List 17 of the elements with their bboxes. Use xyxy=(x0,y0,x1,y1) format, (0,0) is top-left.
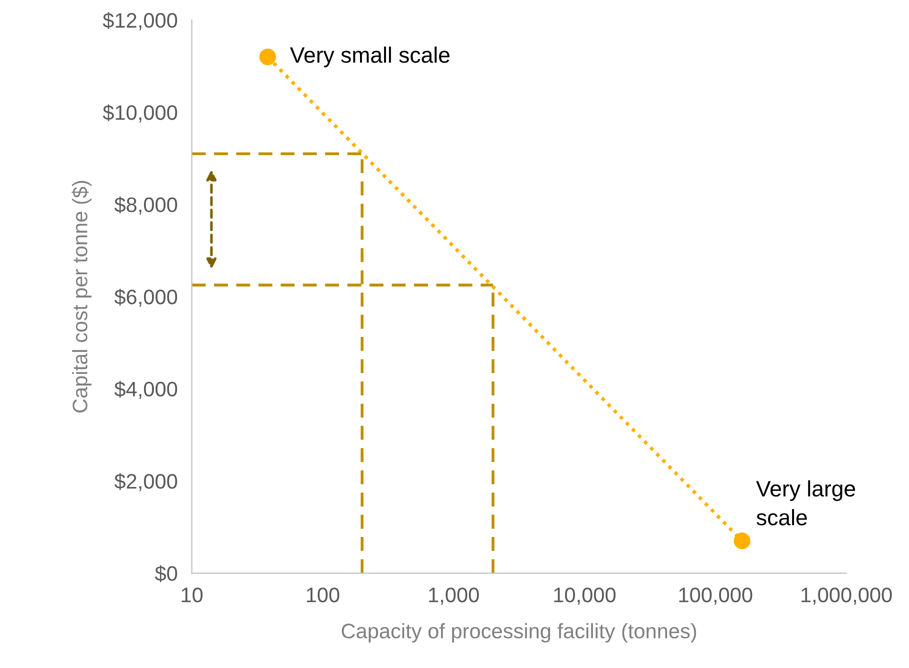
y-tick-label: $0 xyxy=(154,565,178,582)
x-tick-label: 1,000 xyxy=(429,588,479,605)
y-tick-label: $10,000 xyxy=(102,104,178,122)
x-axis-title: Capacity of processing facility (tonnes) xyxy=(342,623,696,643)
y-tick-label: $2,000 xyxy=(114,473,178,492)
x-tick-label: 100,000 xyxy=(679,588,752,605)
x-tick-label: 10 xyxy=(182,588,203,602)
annotation: Very large scale xyxy=(756,480,856,526)
y-axis-title: Capital cost per tonne ($) xyxy=(72,180,92,412)
y-tick-label: $8,000 xyxy=(114,196,178,215)
x-tick-label: 100 xyxy=(306,588,340,602)
x-tick-label: 10,000 xyxy=(554,588,616,605)
annotation: Very small scale xyxy=(290,46,450,68)
x-tick-label: 1,000,000 xyxy=(802,588,892,605)
y-tick-label: $4,000 xyxy=(114,380,178,399)
y-tick-label: $6,000 xyxy=(114,288,178,307)
y-tick-label: $12,000 xyxy=(102,12,178,30)
